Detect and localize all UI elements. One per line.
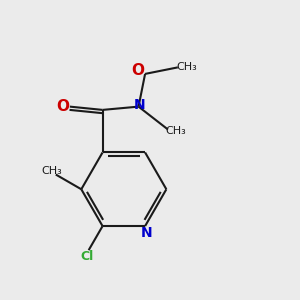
Text: CH₃: CH₃: [41, 166, 62, 176]
Text: CH₃: CH₃: [166, 126, 187, 136]
Text: CH₃: CH₃: [177, 62, 197, 72]
Text: O: O: [131, 63, 144, 78]
Text: N: N: [141, 226, 152, 240]
Text: Cl: Cl: [80, 250, 94, 262]
Text: O: O: [56, 99, 69, 114]
Text: N: N: [134, 98, 145, 112]
